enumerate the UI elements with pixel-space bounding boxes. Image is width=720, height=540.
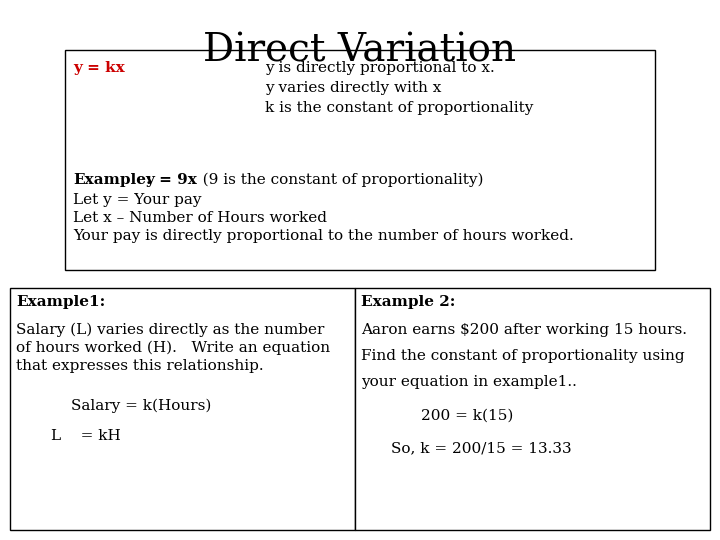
Text: y varies directly with x: y varies directly with x [265,81,441,95]
Text: k is the constant of proportionality: k is the constant of proportionality [265,101,534,115]
Text: Example:: Example: [73,173,152,187]
Text: Your pay is directly proportional to the number of hours worked.: Your pay is directly proportional to the… [73,229,574,243]
Text: y is directly proportional to x.: y is directly proportional to x. [265,61,495,75]
Text: of hours worked (H).   Write an equation: of hours worked (H). Write an equation [16,341,330,355]
Text: y = 9x: y = 9x [145,173,197,187]
Text: Aaron earns $200 after working 15 hours.: Aaron earns $200 after working 15 hours. [361,323,687,337]
Text: Let x – Number of Hours worked: Let x – Number of Hours worked [73,211,327,225]
Text: Find the constant of proportionality using: Find the constant of proportionality usi… [361,349,685,363]
Text: So, k = 200/15 = 13.33: So, k = 200/15 = 13.33 [391,441,572,455]
Text: Direct Variation: Direct Variation [204,32,516,70]
Text: y = kx: y = kx [73,61,125,75]
Text: Let y = Your pay: Let y = Your pay [73,193,202,207]
Text: Example 2:: Example 2: [361,295,455,309]
Text: L    = kH: L = kH [51,429,121,443]
Text: Example1:: Example1: [16,295,105,309]
Text: that expresses this relationship.: that expresses this relationship. [16,359,264,373]
Text: Salary (L) varies directly as the number: Salary (L) varies directly as the number [16,323,325,337]
Text: 200 = k(15): 200 = k(15) [421,409,513,423]
Text: (9 is the constant of proportionality): (9 is the constant of proportionality) [188,173,484,187]
Text: Salary = k(Hours): Salary = k(Hours) [71,399,212,413]
Text: your equation in example1..: your equation in example1.. [361,375,577,389]
